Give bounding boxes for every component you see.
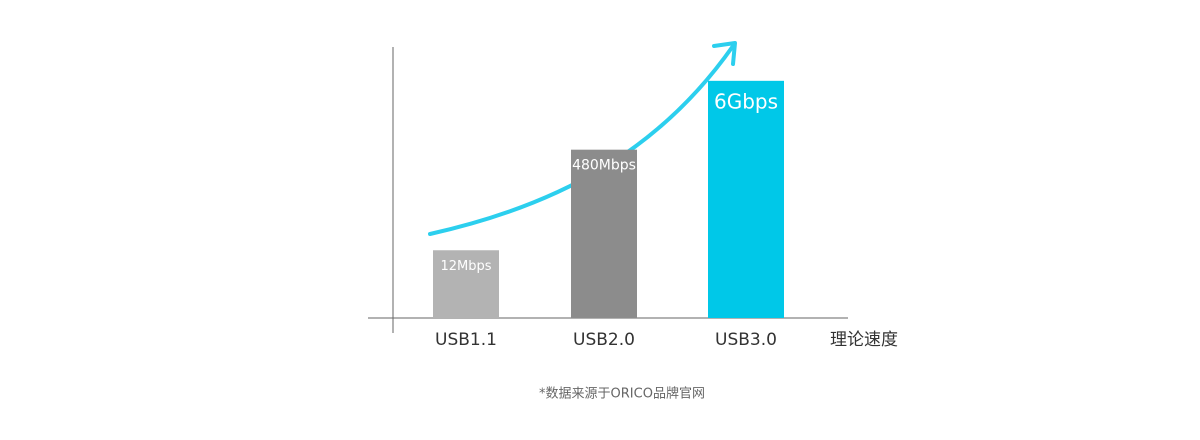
value-label: 6Gbps	[714, 89, 778, 113]
arrow-head	[712, 41, 737, 66]
x-tick-label: USB3.0	[715, 330, 777, 350]
bar	[433, 250, 499, 318]
value-label: 12Mbps	[440, 259, 491, 274]
x-tick-label: USB2.0	[573, 330, 635, 350]
x-axis-label: 理论速度	[830, 330, 898, 350]
value-label: 480Mbps	[572, 158, 636, 174]
source-note: *数据来源于ORICO品牌官网	[539, 386, 705, 402]
bar	[708, 80, 784, 318]
x-tick-label: USB1.1	[435, 330, 497, 350]
bar	[571, 149, 637, 318]
